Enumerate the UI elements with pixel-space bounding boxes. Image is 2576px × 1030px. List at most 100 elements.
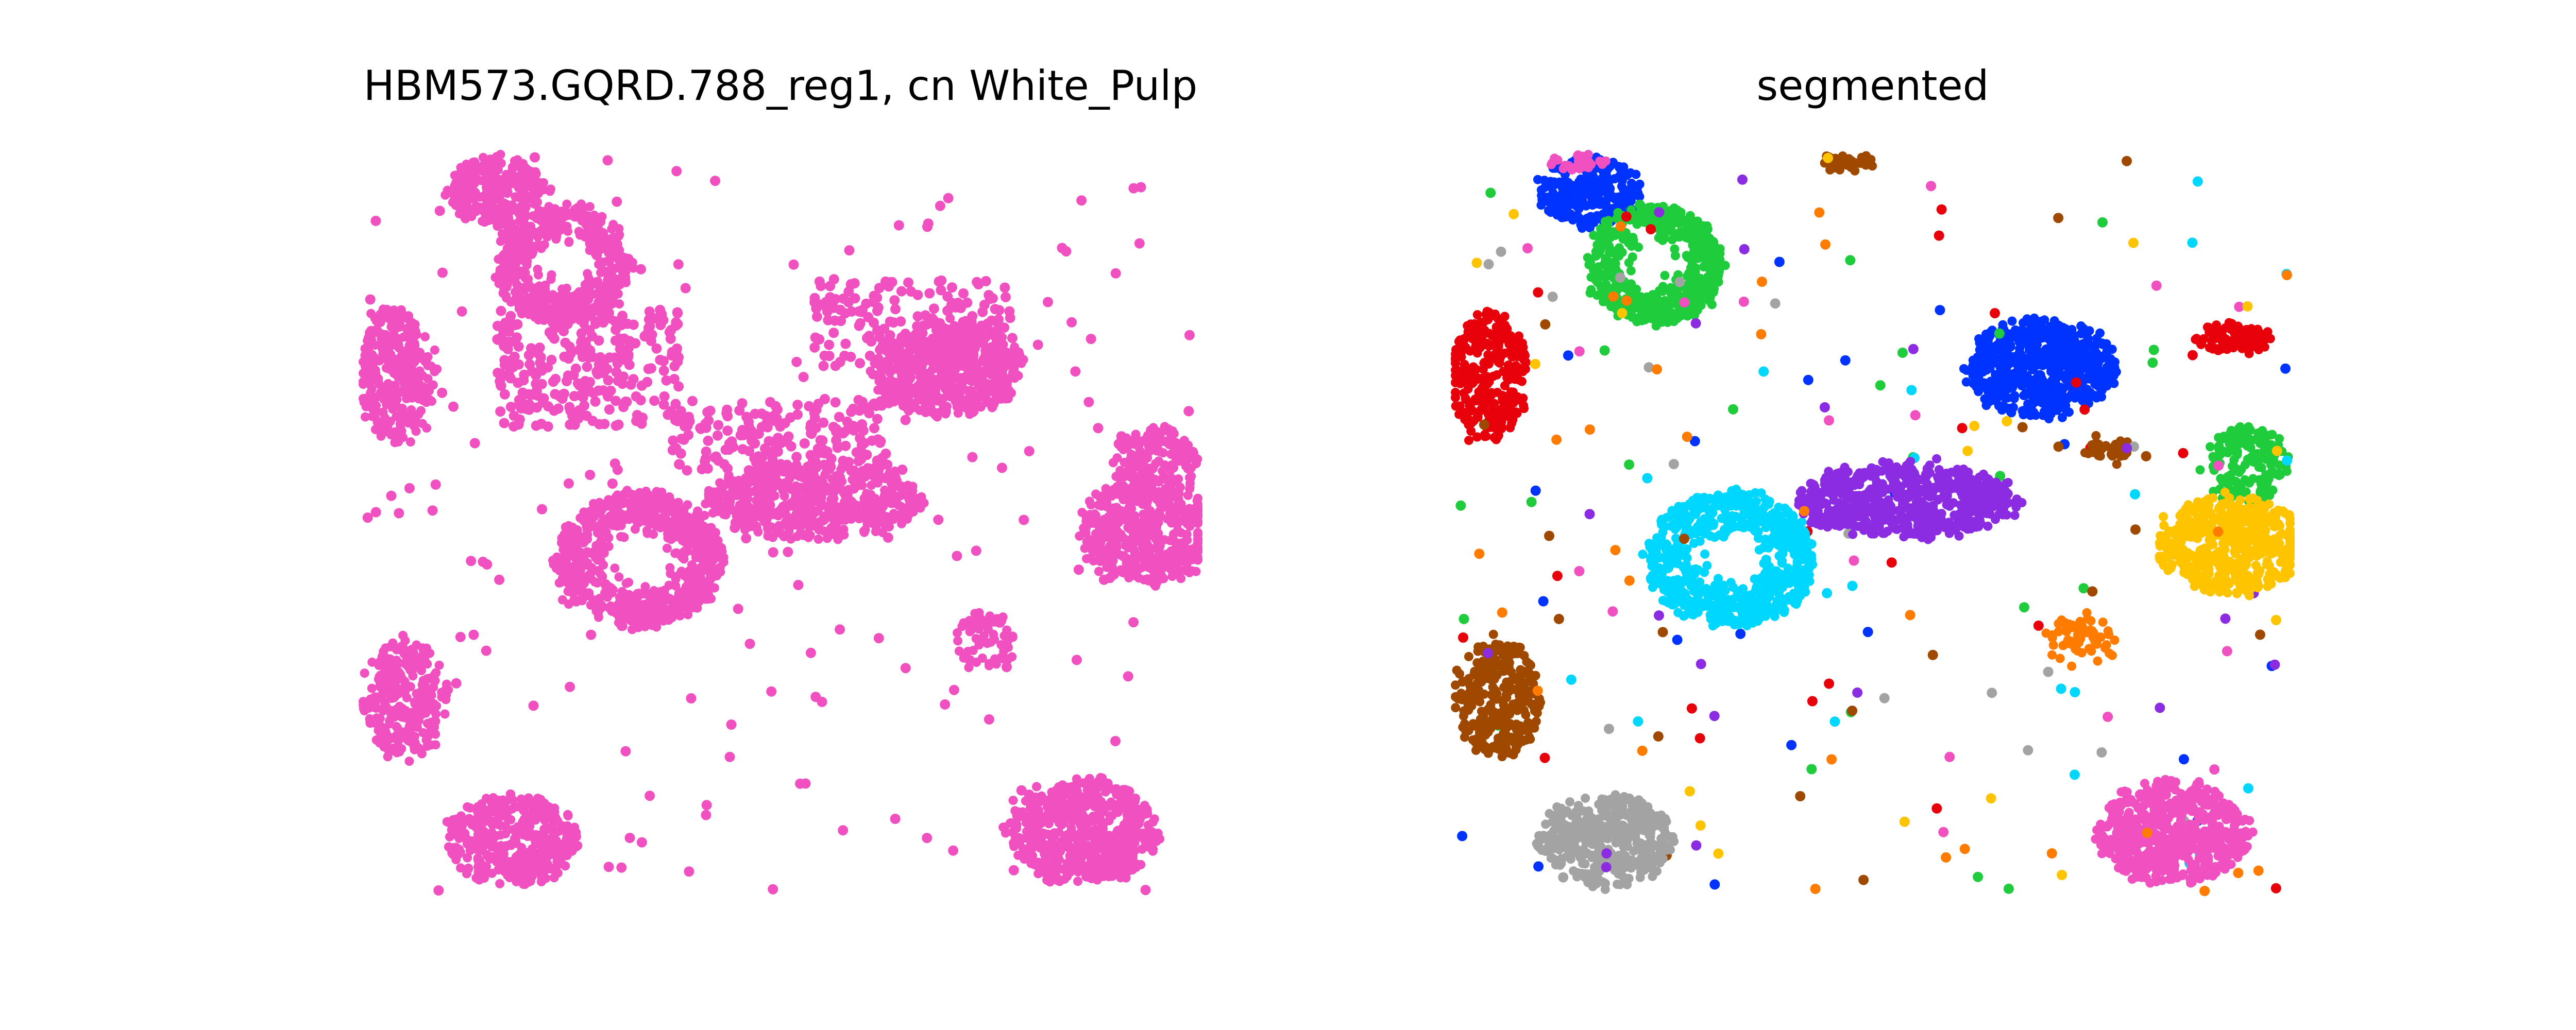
scatter-point (456, 863, 465, 873)
scatter-point (662, 543, 672, 553)
scatter-point (546, 209, 555, 218)
scatter-point (615, 299, 624, 309)
scatter-point (816, 484, 825, 493)
scatter-point (591, 595, 601, 605)
scatter-point (602, 364, 613, 374)
scatter-point (895, 394, 905, 404)
scatter-point (893, 492, 903, 502)
scatter-point (481, 194, 490, 203)
scatter-point (1052, 854, 1061, 864)
scatter-point (528, 248, 537, 258)
scatter-point (1169, 463, 1178, 473)
scatter-point (649, 610, 659, 620)
scatter-point (1130, 546, 1139, 556)
scatter-point (1179, 441, 1189, 451)
scatter-point (499, 418, 510, 428)
scatter-point (408, 671, 418, 681)
scatter-point (386, 674, 396, 683)
scatter-point (423, 360, 433, 370)
scatter-point (562, 283, 571, 293)
scatter-point (378, 706, 388, 716)
scatter-point (586, 213, 596, 222)
scatter-point (837, 504, 847, 514)
scatter-point (547, 807, 556, 817)
scatter-point (1185, 520, 1195, 530)
scatter-point (1052, 862, 1061, 871)
scatter-point (608, 233, 618, 243)
scatter-point (885, 522, 894, 531)
scatter-point (494, 185, 504, 195)
scatter-point (1124, 506, 1134, 516)
scatter-point (1033, 857, 1043, 867)
scatter-point (1107, 562, 1117, 572)
scatter-point (706, 523, 716, 533)
scatter-point (516, 794, 526, 804)
scatter-point (659, 512, 669, 522)
scatter-point (610, 563, 620, 573)
scatter-point (941, 406, 951, 416)
scatter-point (576, 557, 586, 566)
scatter-point (1140, 513, 1150, 523)
scatter-point (904, 393, 913, 403)
scatter-point (378, 304, 388, 314)
scatter-point (665, 563, 675, 573)
scatter-point (675, 518, 685, 528)
scatter-point (464, 814, 474, 823)
scatter-point (1094, 566, 1104, 576)
scatter-point (738, 506, 748, 516)
scatter-point (500, 281, 510, 291)
scatter-point (997, 369, 1007, 379)
scatter-point (669, 361, 680, 372)
scatter-point (880, 485, 890, 495)
scatter-point (440, 709, 450, 719)
scatter-point (1146, 425, 1156, 435)
scatter-point (1041, 812, 1051, 822)
scatter-point (1073, 845, 1083, 854)
scatter-point (1093, 777, 1103, 786)
scatter-point (432, 364, 442, 374)
scatter-point (578, 586, 588, 596)
scatter-point (867, 480, 876, 490)
scatter-point (762, 495, 772, 505)
left-panel-title: HBM573.GQRD.788_reg1, cn White_Pulp (363, 62, 1198, 110)
scatter-point (1127, 808, 1137, 818)
scatter-point (597, 537, 606, 547)
scatter-point (382, 400, 392, 409)
scatter-point (1096, 501, 1106, 511)
scatter-point (1025, 817, 1035, 827)
scatter-point (499, 858, 509, 868)
scatter-point (418, 728, 428, 737)
scatter-point (561, 376, 572, 386)
scatter-point (557, 538, 567, 547)
right-panel-title: segmented (1756, 62, 1989, 110)
scatter-point (492, 831, 501, 841)
scatter-point (382, 363, 392, 372)
scatter-point (415, 366, 425, 376)
scatter-point (778, 502, 788, 511)
scatter-point (406, 718, 416, 728)
scatter-point (871, 527, 880, 537)
scatter-point (1081, 528, 1091, 538)
scatter-point (535, 241, 545, 250)
scatter-point (631, 416, 642, 426)
scatter-point (571, 597, 581, 607)
scatter-point (425, 386, 434, 396)
scatter-point (838, 525, 848, 535)
scatter-point (792, 531, 802, 541)
scatter-point (1123, 485, 1132, 494)
scatter-point (503, 231, 513, 241)
scatter-point (696, 569, 705, 579)
scatter-point (1181, 535, 1191, 545)
scatter-point (360, 668, 369, 678)
scatter-point (408, 329, 417, 339)
scatter-point (622, 486, 632, 495)
scatter-point (560, 210, 570, 219)
scatter-point (886, 478, 896, 488)
scatter-point (580, 280, 590, 289)
scatter-point (510, 271, 520, 281)
scatter-point (1084, 496, 1094, 506)
scatter-point (417, 651, 427, 661)
scatter-point (650, 501, 660, 510)
scatter-point (431, 709, 440, 719)
